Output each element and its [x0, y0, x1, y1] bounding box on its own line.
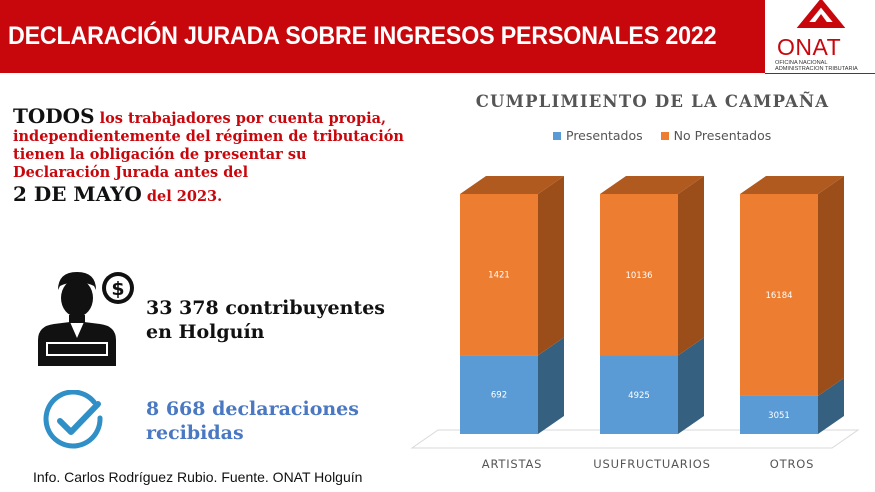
notice-line2: independientemente del régimen de tribut…: [13, 128, 404, 145]
legend-item-presentados: Presentados: [553, 128, 643, 143]
data-label-otros-no-presentados: 16184: [765, 291, 792, 301]
category-label-otros: OTROS: [770, 457, 814, 471]
logo-subtitle-2: ADMINISTRACION TRIBUTARIA: [775, 66, 858, 72]
bar-side-artistas-presentados: [538, 337, 564, 434]
source-credit: Info. Carlos Rodríguez Rubio. Fuente. ON…: [33, 469, 363, 485]
header-banner: DECLARACIÓN JURADA SOBRE INGRESOS PERSON…: [0, 0, 765, 73]
data-label-artistas-no-presentados: 1421: [488, 271, 510, 281]
legend-swatch-no-presentados: [660, 132, 669, 140]
chart-legend: Presentados No Presentados: [553, 128, 785, 143]
data-label-usufructuarios-presentados: 4925: [628, 391, 650, 401]
data-label-otros-presentados: 3051: [768, 411, 790, 421]
logo-wordmark: ONAT: [777, 34, 842, 60]
legend-swatch-presentados: [553, 132, 561, 140]
bar-side-usufructuarios-presentados: [678, 337, 704, 434]
onat-triangle-icon: [796, 0, 846, 28]
data-label-usufructuarios-no-presentados: 10136: [625, 271, 652, 281]
bar-front-usufructuarios-no-presentados: [600, 194, 678, 356]
contributors-line2: en Holguín: [146, 321, 265, 343]
bar-front-otros-presentados: [740, 395, 818, 434]
notice-lead: TODOS: [13, 104, 95, 128]
stacked-3d-bar-chart: 692 1421 ARTISTAS 4925 10136 USUFRUCTUARIOS 30…: [410, 176, 860, 471]
notice-text: TODOS los trabajadores por cuenta propia…: [13, 104, 443, 206]
checkmark-circle-icon: [43, 390, 103, 449]
bar-side-otros-no-presentados: [818, 176, 844, 396]
notice-deadline-rest: del 2023.: [141, 188, 223, 205]
bar-side-otros-presentados: [818, 377, 844, 434]
page-title: DECLARACIÓN JURADA SOBRE INGRESOS PERSON…: [8, 22, 717, 50]
declarations-line2: recibidas: [146, 422, 244, 444]
bar-side-usufructuarios-no-presentados: [678, 176, 704, 356]
declarations-stat: 8 668 declaraciones recibidas: [146, 397, 359, 445]
bar-front-artistas-presentados: [460, 355, 538, 434]
bar-top-usufructuarios-no-presentados: [600, 176, 704, 194]
notice-line1: los trabajadores por cuenta propia,: [94, 110, 387, 127]
bar-top-otros-no-presentados: [740, 176, 844, 194]
category-label-usufructuarios: USUFRUCTUARIOS: [593, 457, 710, 471]
notice-line3: tienen la obligación de presentar su: [13, 146, 307, 163]
bar-front-artistas-no-presentados: [460, 194, 538, 356]
contributors-line1: 33 378 contribuyentes: [146, 297, 385, 319]
bar-front-otros-no-presentados: [740, 194, 818, 396]
logo-subtitle-1: OFICINA NACIONAL: [775, 60, 828, 66]
contributors-stat: 33 378 contribuyentes en Holguín: [146, 296, 385, 344]
legend-label-presentados: Presentados: [566, 128, 643, 143]
chart-title: CUMPLIMIENTO DE LA CAMPAÑA: [475, 92, 830, 111]
svg-text:$: $: [111, 278, 124, 300]
notice-deadline: 2 DE MAYO: [13, 182, 142, 206]
taxpayer-icon: $: [38, 272, 134, 366]
data-label-artistas-presentados: 692: [491, 391, 507, 401]
onat-logo: ONAT OFICINA NACIONAL ADMINISTRACION TRI…: [765, 0, 875, 74]
declarations-line1: 8 668 declaraciones: [146, 398, 359, 420]
bar-top-artistas-no-presentados: [460, 176, 564, 194]
notice-line4: Declaración Jurada antes del: [13, 164, 249, 181]
legend-item-no-presentados: No Presentados: [660, 128, 772, 143]
legend-label-no-presentados: No Presentados: [673, 128, 772, 143]
category-label-artistas: ARTISTAS: [482, 457, 542, 471]
bar-side-artistas-no-presentados: [538, 176, 564, 356]
bar-front-usufructuarios-presentados: [600, 355, 678, 434]
